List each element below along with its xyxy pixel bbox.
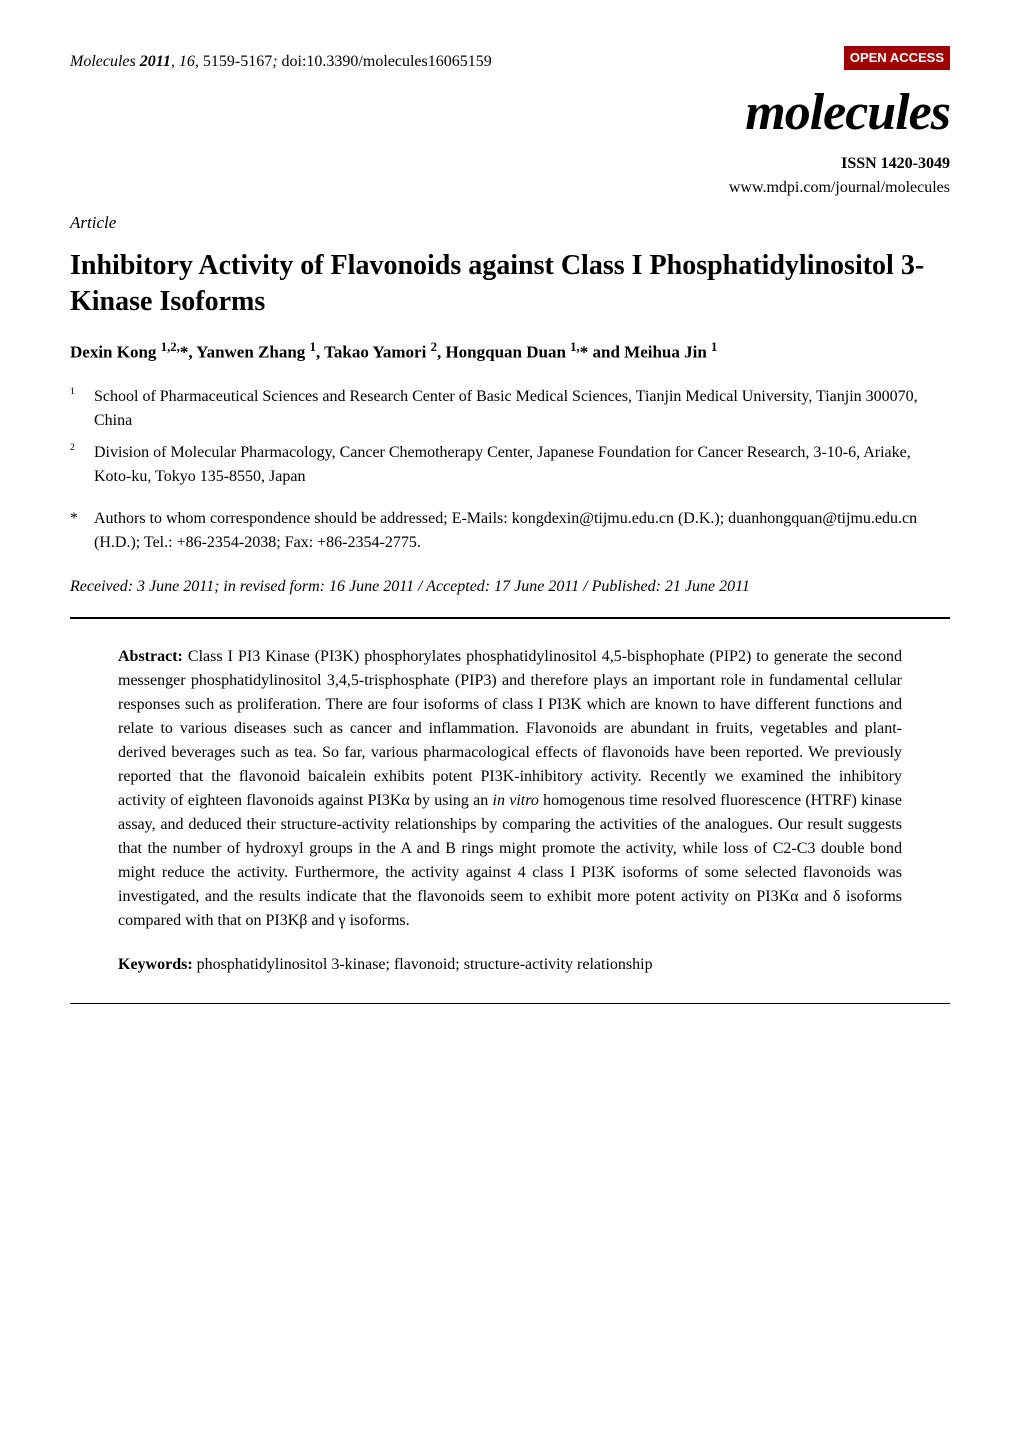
- issn: ISSN 1420-3049: [729, 152, 950, 176]
- keywords-block: Keywords: phosphatidylinositol 3-kinase;…: [118, 953, 902, 977]
- dates-line: Received: 3 June 2011; in revised form: …: [70, 575, 950, 599]
- journal-url: www.mdpi.com/journal/molecules: [729, 176, 950, 200]
- affiliation-number: 1: [70, 385, 94, 433]
- year: 2011: [140, 53, 171, 70]
- correspondence-star: *: [70, 507, 94, 555]
- volume: 16: [179, 53, 195, 70]
- abstract-block: Abstract: Class I PI3 Kinase (PI3K) phos…: [118, 645, 902, 933]
- authors-line: Dexin Kong 1,2,*, Yanwen Zhang 1, Takao …: [70, 338, 950, 365]
- affiliation-number: 2: [70, 441, 94, 489]
- affiliation-row: 1School of Pharmaceutical Sciences and R…: [70, 385, 950, 433]
- correspondence-text: Authors to whom correspondence should be…: [94, 507, 950, 555]
- article-type: Article: [70, 210, 950, 236]
- doi: doi:10.3390/molecules16065159: [282, 53, 492, 70]
- citation-line: Molecules 2011, 16, 5159-5167; doi:10.33…: [70, 50, 950, 74]
- abstract-label: Abstract:: [118, 648, 183, 665]
- correspondence-block: * Authors to whom correspondence should …: [70, 507, 950, 555]
- affiliation-text: Division of Molecular Pharmacology, Canc…: [94, 441, 950, 489]
- affiliation-row: 2Division of Molecular Pharmacology, Can…: [70, 441, 950, 489]
- journal-logo: molecules: [729, 74, 950, 152]
- pages: 5159-5167: [203, 53, 272, 70]
- affiliation-text: School of Pharmaceutical Sciences and Re…: [94, 385, 950, 433]
- article-title: Inhibitory Activity of Flavonoids agains…: [70, 248, 950, 321]
- keywords-label: Keywords:: [118, 956, 193, 973]
- keywords-text: phosphatidylinositol 3-kinase; flavonoid…: [197, 956, 653, 973]
- bottom-rule: [70, 1003, 950, 1004]
- journal-name: Molecules: [70, 53, 136, 70]
- open-access-badge: OPEN ACCESS: [844, 46, 950, 70]
- affiliations-block: 1School of Pharmaceutical Sciences and R…: [70, 385, 950, 489]
- journal-branding-block: OPEN ACCESS molecules ISSN 1420-3049 www…: [729, 46, 950, 200]
- year-span: 2011: [140, 53, 171, 70]
- top-rule: [70, 617, 950, 619]
- abstract-text: Class I PI3 Kinase (PI3K) phosphorylates…: [118, 648, 902, 929]
